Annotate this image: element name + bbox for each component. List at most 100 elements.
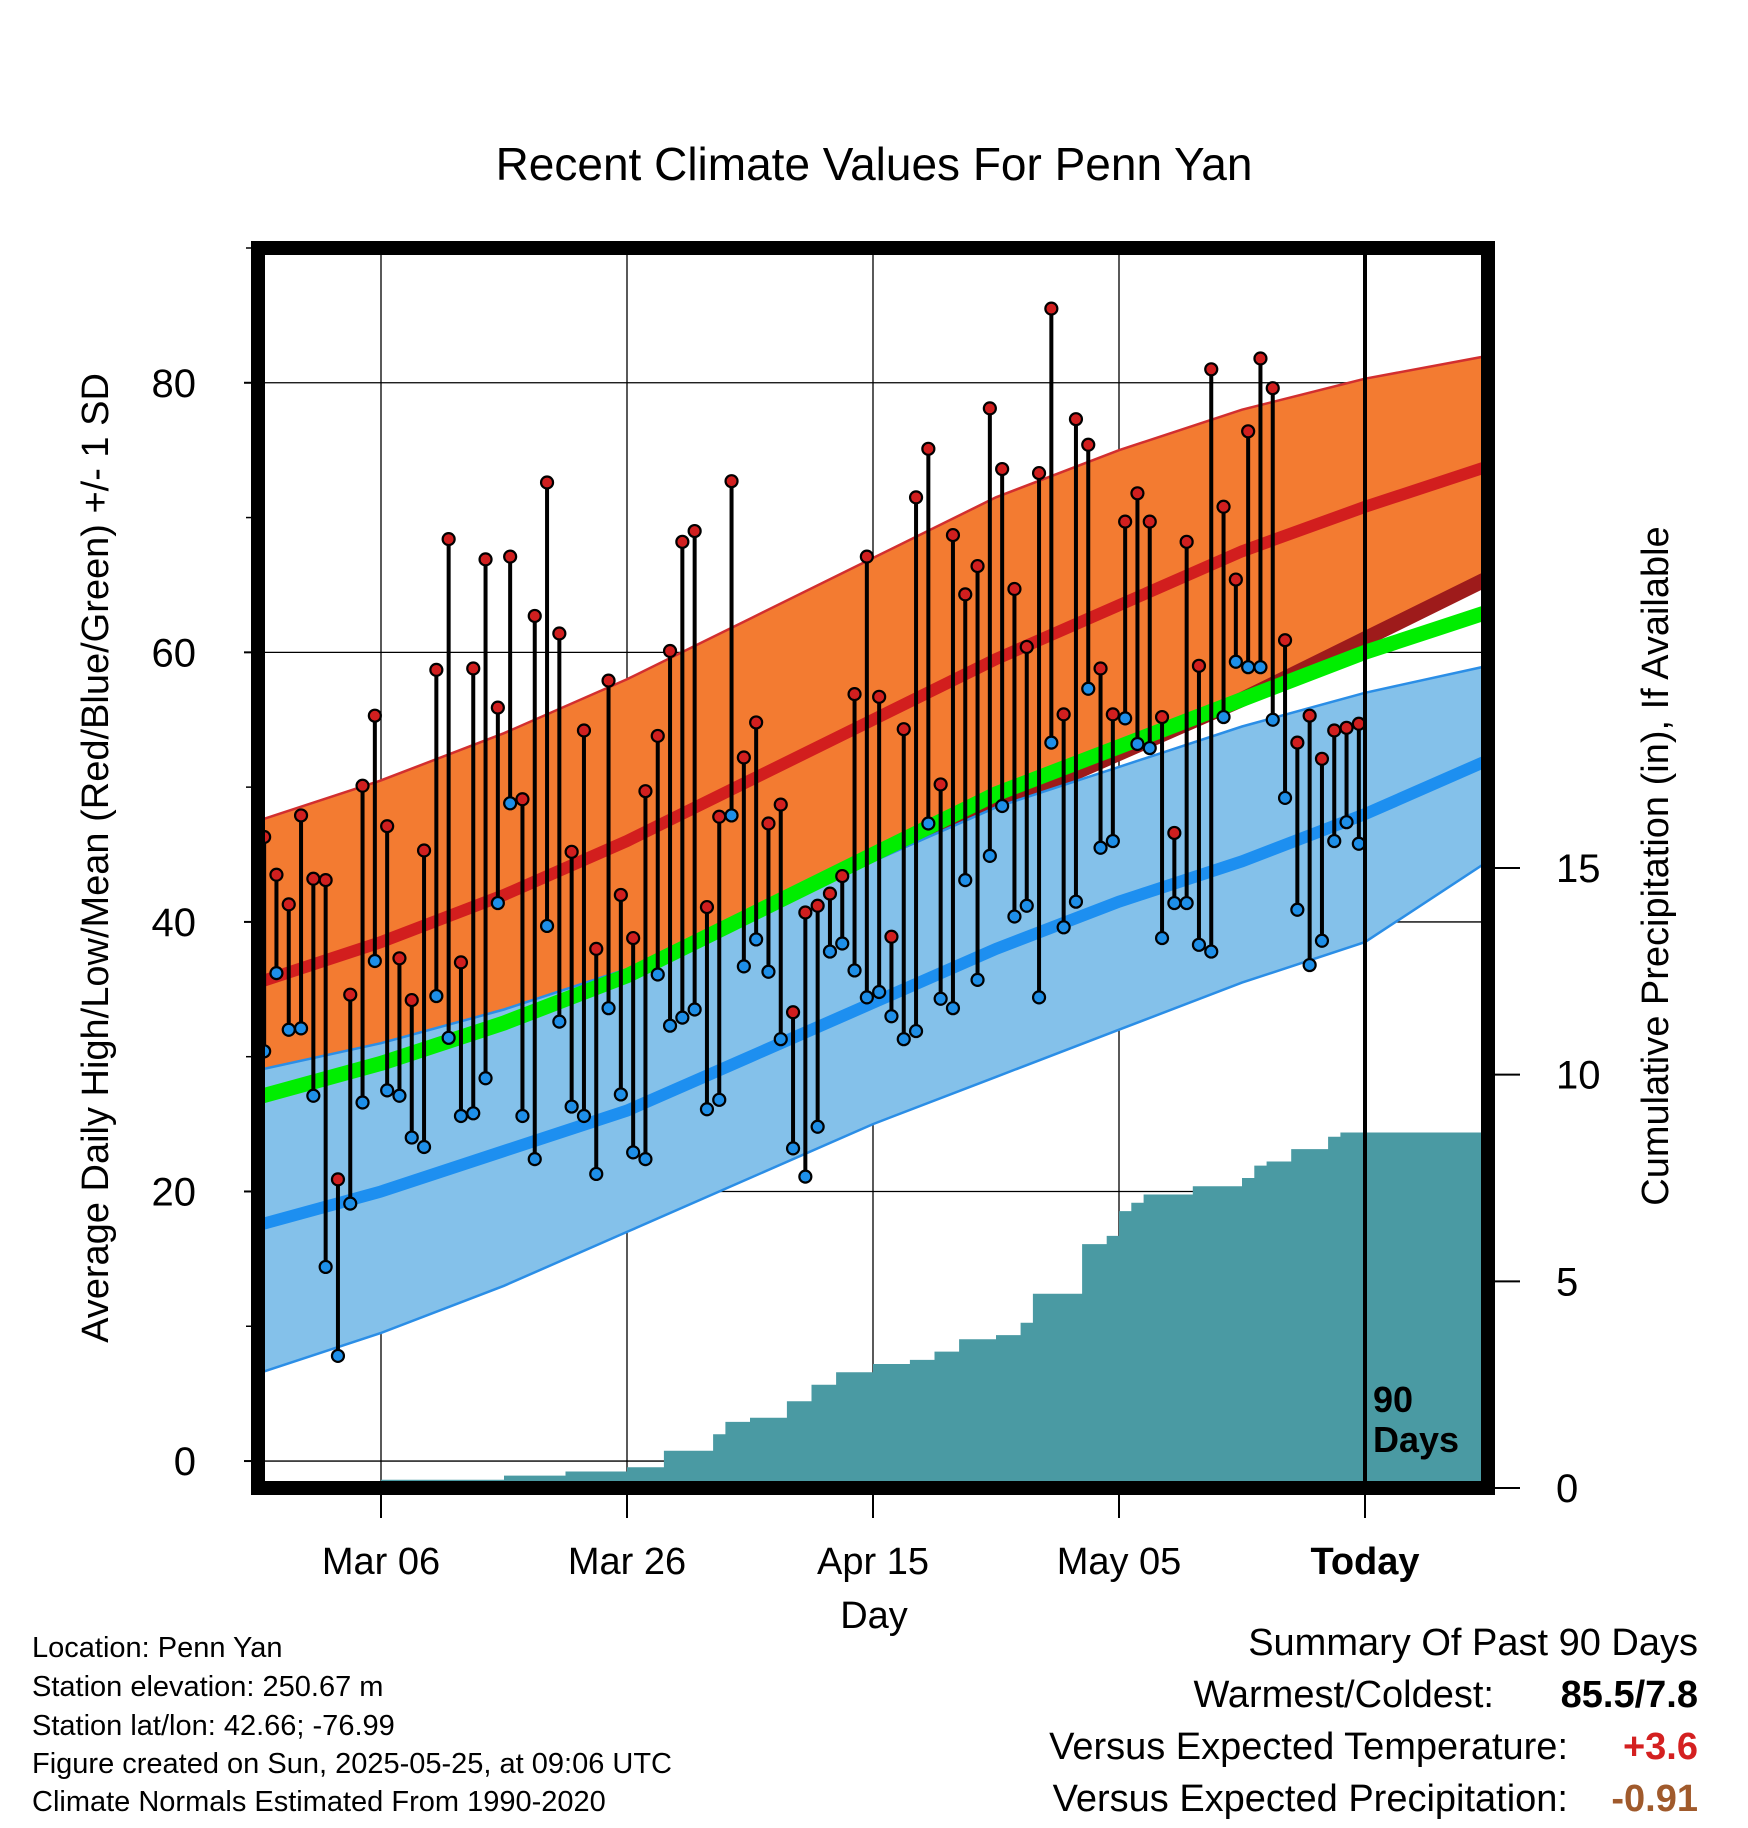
high-point	[1290, 735, 1305, 750]
high-point	[626, 930, 641, 946]
high-point	[810, 898, 825, 913]
high-point	[1056, 707, 1071, 722]
high-point	[330, 1172, 346, 1187]
high-point	[675, 534, 690, 549]
low-point	[1241, 660, 1256, 675]
high-point	[343, 987, 358, 1002]
footer-normals: Climate Normals Estimated From 1990-2020	[32, 1786, 606, 1818]
footer-created: Figure created on Sun, 2025-05-25, at 09…	[32, 1748, 672, 1780]
low-point	[626, 1145, 641, 1160]
high-point	[1216, 499, 1231, 514]
today-marker-label: 90	[1373, 1379, 1413, 1420]
y-tick-label: 20	[152, 1170, 197, 1214]
low-point	[896, 1032, 911, 1047]
high-point	[1044, 301, 1059, 316]
low-point	[552, 1014, 567, 1029]
low-point	[1327, 833, 1342, 849]
warmest-coldest-label: Warmest/Coldest:	[1193, 1674, 1494, 1716]
high-point	[724, 474, 739, 489]
high-point	[293, 808, 309, 823]
y2-tick-label: 0	[1556, 1467, 1578, 1511]
low-point	[466, 1106, 481, 1121]
high-point	[761, 816, 776, 831]
low-point	[1228, 654, 1243, 669]
low-point	[872, 984, 887, 1000]
high-point	[1265, 381, 1280, 396]
low-point	[1044, 735, 1059, 750]
high-point	[1167, 825, 1182, 841]
high-point	[466, 661, 481, 676]
low-point	[318, 1259, 333, 1275]
mean-normal-line	[258, 604, 1488, 1105]
low-point	[564, 1099, 579, 1114]
high-point	[1314, 751, 1330, 766]
low-point	[958, 873, 973, 888]
y-axis-label: Average Daily High/Low/Mean (Red/Blue/Gr…	[75, 373, 117, 1343]
low-point	[503, 796, 518, 811]
low-point	[589, 1166, 604, 1182]
low-point	[1302, 957, 1317, 973]
high-point	[995, 461, 1010, 477]
high-point	[1142, 514, 1157, 529]
footer-latlon: Station lat/lon: 42.66; -76.99	[32, 1710, 395, 1742]
high-point	[958, 587, 973, 602]
low-point	[478, 1071, 493, 1086]
high-point	[1253, 351, 1268, 366]
high-point	[638, 784, 653, 799]
high-point	[281, 897, 296, 912]
high-point	[687, 523, 702, 539]
high-point	[576, 723, 592, 738]
low-point	[539, 918, 555, 934]
y-tick-label: 0	[174, 1440, 196, 1484]
high-point	[613, 887, 628, 903]
low-point	[355, 1095, 370, 1110]
low-point	[933, 991, 948, 1006]
temp-vs-expected-value: +3.6	[1622, 1726, 1698, 1768]
low-point	[908, 1023, 924, 1039]
high-point	[1093, 661, 1108, 676]
precip-cumulative-area	[258, 1132, 1488, 1488]
low-point	[1081, 681, 1096, 696]
low-point	[515, 1108, 530, 1124]
low-point	[1167, 895, 1182, 911]
x-tick-label: Apr 15	[817, 1541, 929, 1583]
precip-vs-expected-value: -0.91	[1611, 1778, 1698, 1820]
high-point	[367, 708, 382, 723]
high-point	[662, 643, 678, 659]
low-point	[1093, 840, 1108, 855]
low-point	[1105, 833, 1120, 849]
high-point	[441, 532, 456, 547]
low-point	[785, 1141, 801, 1156]
high-point	[859, 549, 874, 564]
chart-title: Recent Climate Values For Penn Yan	[496, 138, 1253, 190]
low-point	[404, 1130, 419, 1145]
low-point	[613, 1087, 628, 1102]
low-point	[835, 936, 850, 951]
low-point	[490, 895, 505, 911]
low-point	[995, 798, 1010, 814]
low-point	[1007, 909, 1022, 924]
low-point	[650, 967, 665, 982]
high-point	[1118, 514, 1133, 529]
high-point	[601, 673, 616, 688]
low-point	[884, 1009, 899, 1024]
high-point	[429, 662, 444, 677]
precip-vs-expected-label: Versus Expected Precipitation:	[1052, 1778, 1568, 1820]
high-point	[822, 886, 838, 901]
high-point	[564, 844, 579, 859]
high-point	[515, 792, 530, 807]
low-normal-line	[258, 754, 1488, 1231]
low-point	[281, 1022, 296, 1037]
low-point	[441, 1030, 456, 1045]
high-point	[1068, 412, 1084, 427]
high-point	[970, 558, 985, 574]
high-point	[552, 626, 567, 641]
high-point	[908, 490, 924, 505]
high-point	[736, 750, 751, 765]
low-point	[343, 1196, 358, 1211]
low-point	[1204, 944, 1219, 959]
high-point	[1007, 581, 1022, 597]
high-point	[1081, 437, 1096, 452]
high-point	[1191, 658, 1207, 673]
